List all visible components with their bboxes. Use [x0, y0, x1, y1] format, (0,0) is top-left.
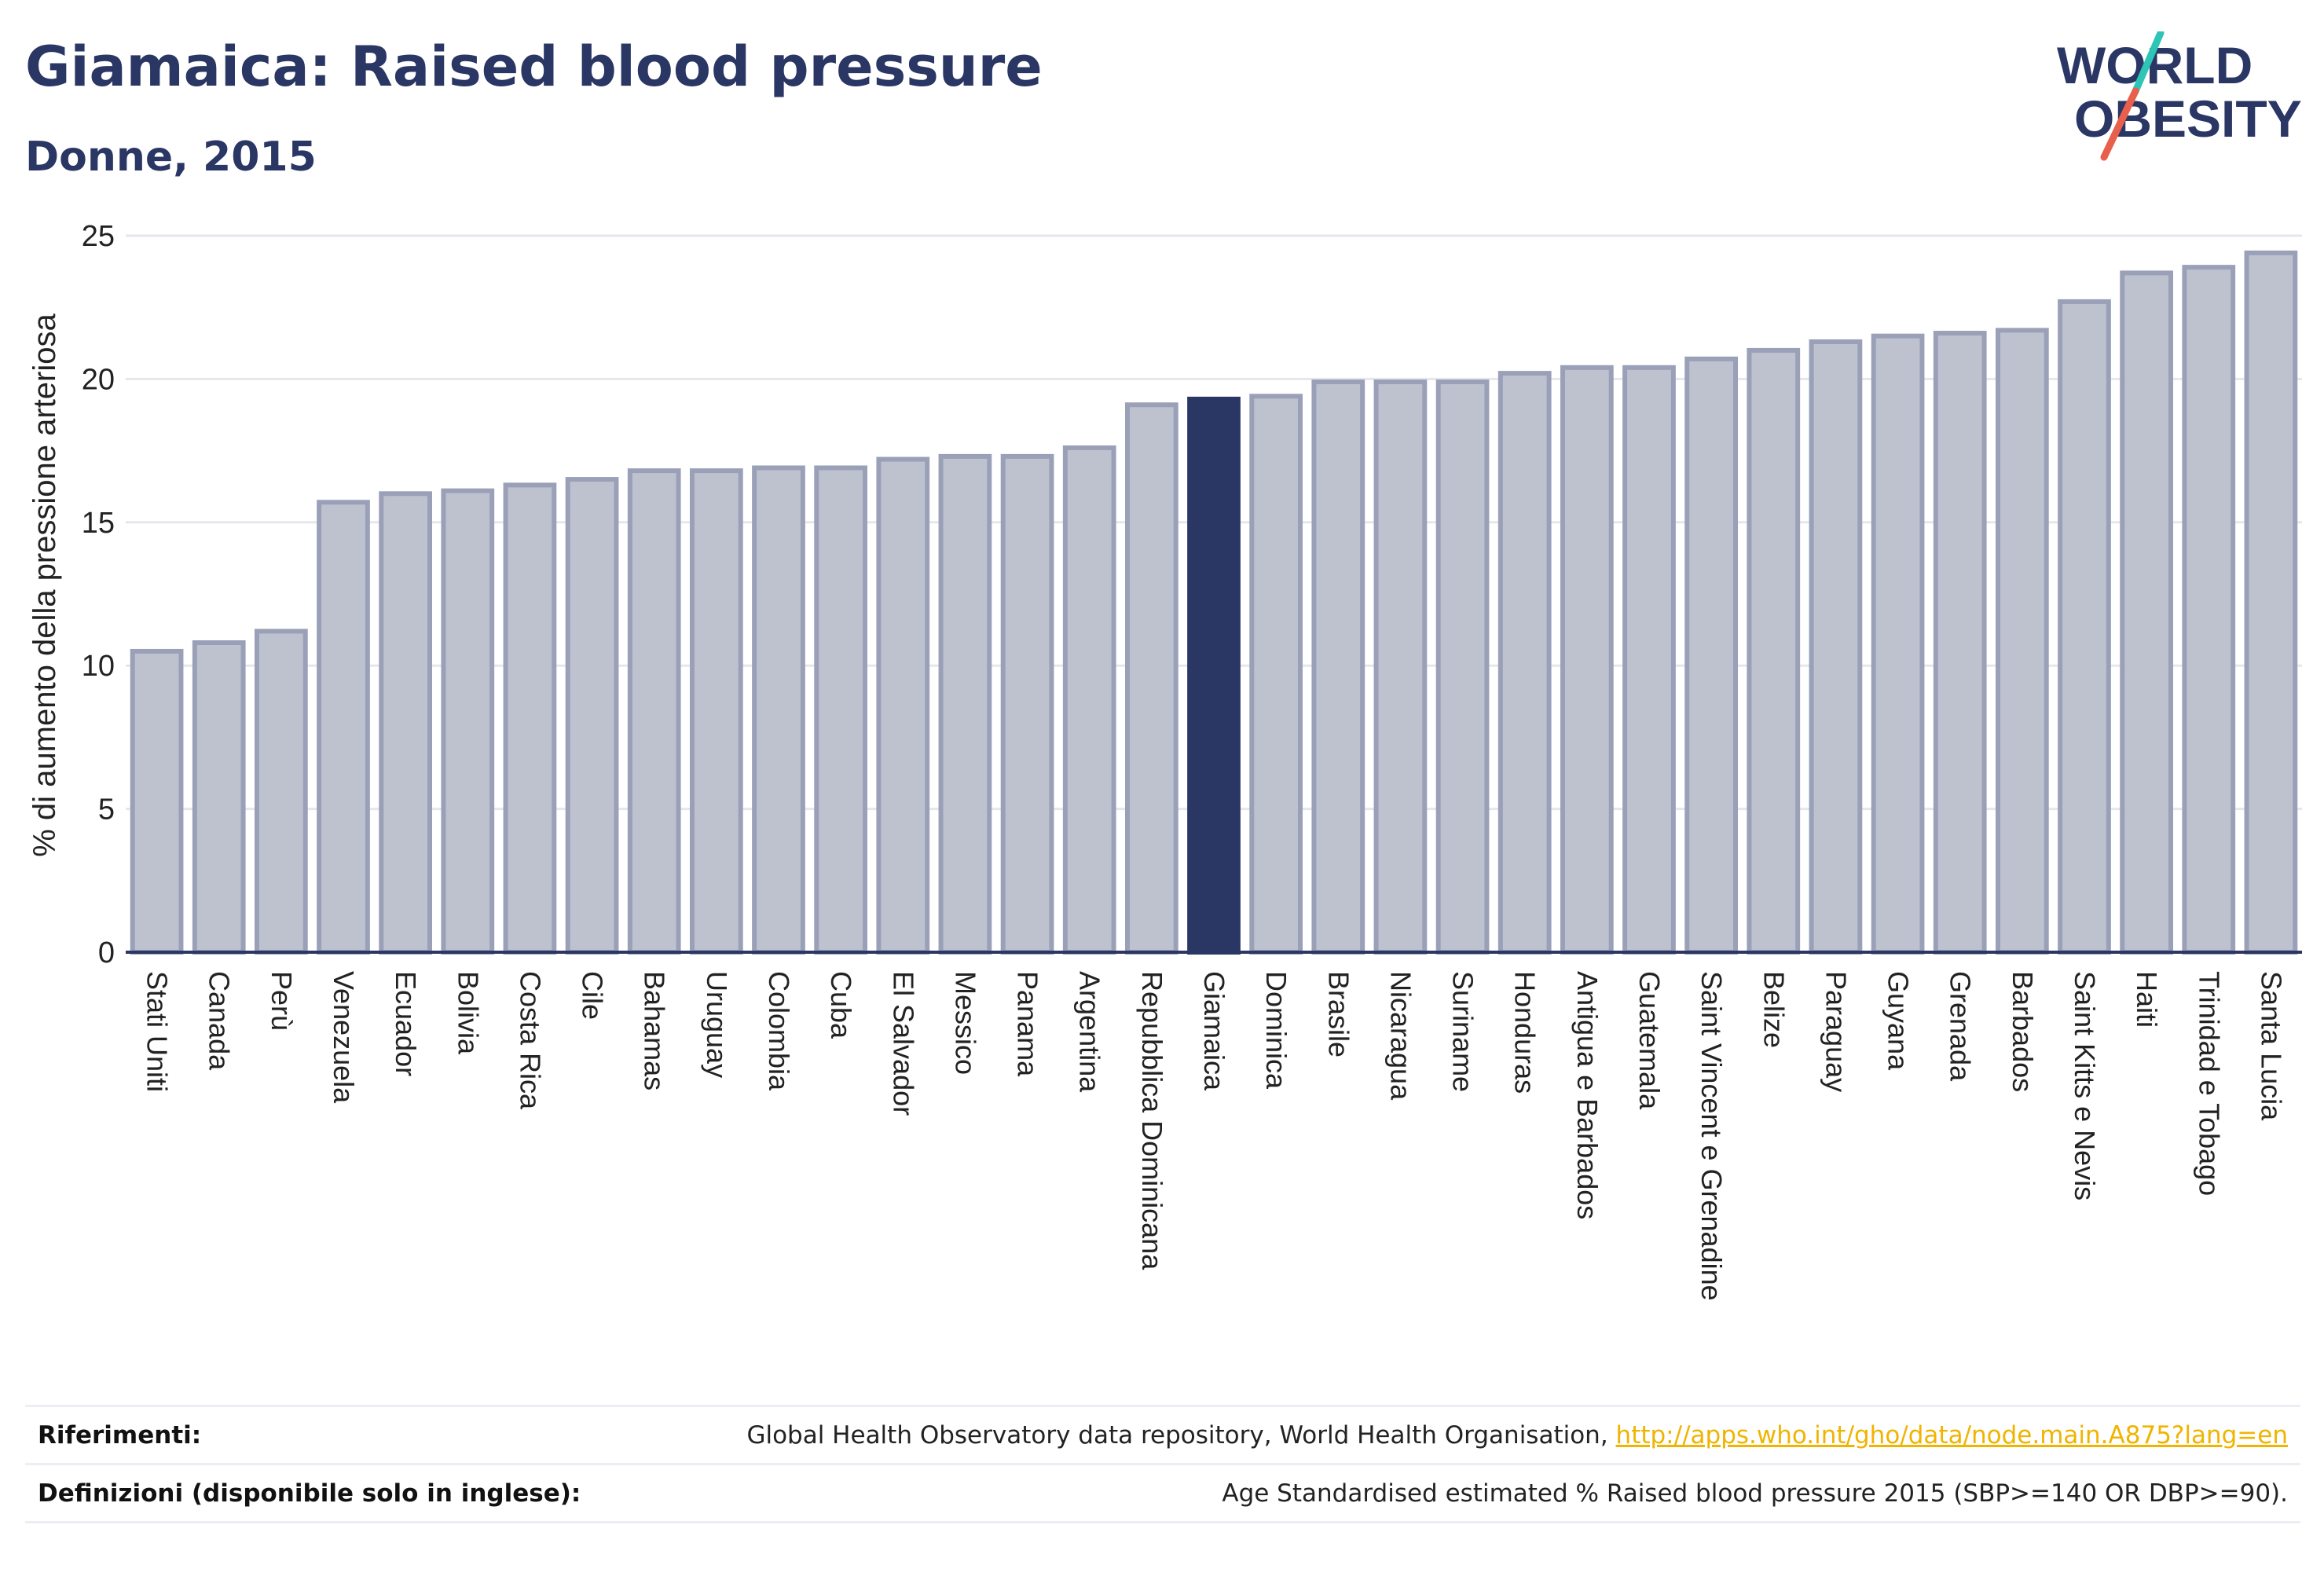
bar-stati-uniti: [130, 648, 184, 955]
x-tick-label: Belize: [1758, 971, 1790, 1048]
x-tick-label: Suriname: [1447, 971, 1479, 1092]
y-tick-label: 25: [82, 220, 115, 253]
x-tick-label: Saint Kitts e Nevis: [2069, 971, 2101, 1200]
logo-slash-top: [2132, 31, 2165, 95]
x-tick-label: Guyana: [1882, 971, 1915, 1071]
y-axis-label: % di aumento della pressione arteriosa: [27, 313, 62, 857]
x-tick-label: Venezuela: [328, 971, 360, 1104]
x-tick-label: Brasile: [1322, 971, 1354, 1057]
bar-trinidad-e-tobago: [2182, 265, 2236, 955]
logo-slash-bottom: [2100, 87, 2139, 161]
bar-giamaica: [1187, 396, 1241, 955]
bar-haiti: [2120, 270, 2174, 955]
x-tick-label: Cuba: [825, 971, 857, 1039]
bar-panama: [1000, 453, 1054, 955]
x-tick-label: Colombia: [763, 971, 795, 1091]
bar-nicaragua: [1373, 379, 1428, 955]
bar-bahamas: [627, 468, 681, 955]
x-tick-label: Trinidad e Tobago: [2193, 971, 2225, 1196]
bar-repubblica-dominicana: [1124, 402, 1178, 955]
definitions-row: Definizioni (disponibile solo in inglese…: [25, 1463, 2300, 1523]
references-link[interactable]: http://apps.who.int/gho/data/node.main.A…: [1615, 1421, 2288, 1450]
x-tick-label: Bolivia: [452, 971, 484, 1055]
bar-saint-vincent-e-grenadine: [1684, 356, 1739, 955]
bar-uruguay: [689, 468, 743, 955]
x-tick-label: Messico: [949, 971, 981, 1075]
x-tick-label: Giamaica: [1198, 971, 1230, 1091]
x-tick-label: Repubblica Dominicana: [1136, 971, 1168, 1270]
bar-messico: [938, 453, 992, 955]
y-tick-label: 0: [98, 936, 115, 969]
bar-canada: [192, 640, 246, 955]
x-tick-label: Cile: [577, 971, 609, 1020]
references-value: Global Health Observatory data repositor…: [746, 1421, 2288, 1450]
footer-divider: [25, 1521, 2300, 1523]
references-text: Global Health Observatory data repositor…: [746, 1421, 1616, 1450]
bar-chart: 0 5 10 15 20 25 Stati Uniti Canada Perù Venezuela…: [27, 220, 2302, 1301]
x-tick-label: Antigua e Barbados: [1571, 971, 1604, 1219]
x-tick-label: Canada: [203, 971, 236, 1071]
x-tick-label: Nicaragua: [1384, 971, 1417, 1101]
bar-antigua-e-barbados: [1560, 365, 1614, 955]
bar-belize: [1747, 347, 1801, 955]
x-tick-label: Perù: [266, 971, 298, 1031]
definitions-text: Age Standardised estimated % Raised bloo…: [1222, 1479, 2288, 1508]
bar-el-salvador: [876, 456, 930, 955]
x-tick-label: Stati Uniti: [141, 971, 174, 1092]
bar-per-: [254, 629, 308, 955]
bar-brasile: [1311, 379, 1365, 955]
y-tick-label: 5: [98, 793, 115, 826]
references-row: Riferimenti: Global Health Observatory d…: [25, 1405, 2300, 1465]
x-tick-label: Saint Vincent e Grenadine: [1695, 971, 1728, 1301]
y-tick-label: 15: [82, 507, 115, 540]
x-tick-label: Panama: [1012, 971, 1044, 1077]
x-tick-label: Costa Rica: [514, 971, 546, 1110]
bar-saint-kitts-e-nevis: [2058, 299, 2111, 955]
bar-dominica: [1249, 394, 1303, 955]
bar-bolivia: [441, 488, 495, 955]
x-tick-label: Paraguay: [1820, 971, 1852, 1092]
world-obesity-logo: WORLD OBESITY: [2057, 31, 2302, 161]
bar-cile: [565, 477, 619, 955]
bar-barbados: [1995, 328, 2049, 955]
bar-suriname: [1435, 379, 1490, 955]
y-tick-label: 10: [82, 650, 115, 683]
bar-venezuela: [317, 500, 370, 955]
x-tick-label: Ecuador: [390, 971, 422, 1076]
axis-layer: 0 5 10 15 20 25 Stati Uniti Canada Perù Venezuela…: [82, 220, 2302, 1301]
x-tick-label: Grenada: [1945, 971, 1977, 1082]
bar-paraguay: [1809, 339, 1863, 955]
chart-subtitle: Donne, 2015: [25, 134, 317, 181]
bar-ecuador: [379, 491, 433, 955]
bar-cuba: [814, 465, 868, 955]
bar-guyana: [1871, 333, 1925, 955]
x-tick-label: Santa Lucia: [2255, 971, 2287, 1121]
x-tick-label: Barbados: [2007, 971, 2039, 1092]
x-tick-label: Dominica: [1260, 971, 1292, 1090]
x-tick-label: Uruguay: [701, 971, 733, 1078]
bar-guatemala: [1622, 365, 1676, 955]
bars-layer: [130, 250, 2298, 955]
x-tick-label: Bahamas: [639, 971, 671, 1090]
bar-colombia: [752, 465, 805, 955]
x-tick-label: Honduras: [1509, 971, 1541, 1094]
bar-costa-rica: [503, 482, 557, 955]
chart-title: Giamaica: Raised blood pressure: [25, 35, 1043, 99]
x-tick-label: El Salvador: [887, 971, 919, 1116]
bar-santa-lucia: [2244, 250, 2298, 955]
references-label: Riferimenti:: [38, 1421, 202, 1450]
bar-grenada: [1933, 331, 1987, 955]
x-tick-label: Haiti: [2131, 971, 2163, 1028]
x-tick-label: Argentina: [1074, 971, 1106, 1093]
bar-argentina: [1062, 445, 1116, 955]
x-tick-label: Guatemala: [1633, 971, 1666, 1110]
y-tick-label: 20: [82, 363, 115, 396]
bar-honduras: [1497, 371, 1552, 955]
definitions-label: Definizioni (disponibile solo in inglese…: [38, 1479, 581, 1508]
